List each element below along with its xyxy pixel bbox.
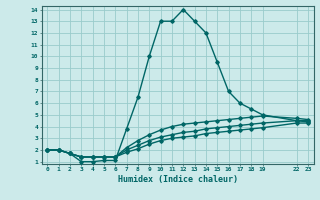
X-axis label: Humidex (Indice chaleur): Humidex (Indice chaleur) bbox=[118, 175, 237, 184]
